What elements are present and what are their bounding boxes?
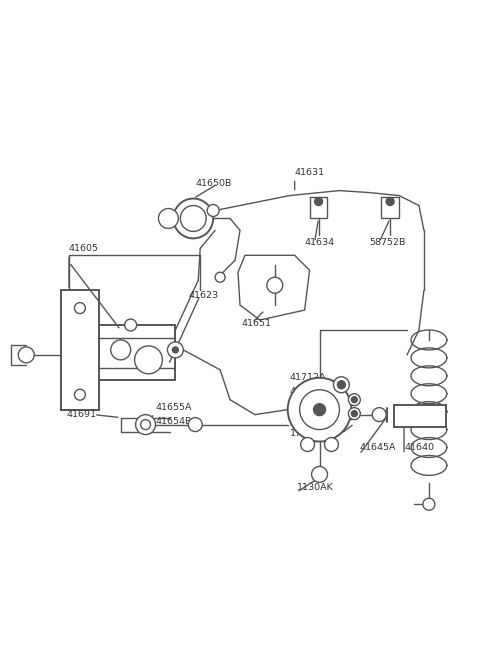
Circle shape: [351, 411, 357, 417]
Circle shape: [312, 466, 327, 482]
Circle shape: [18, 347, 34, 363]
Text: 41650B: 41650B: [195, 179, 232, 188]
Circle shape: [136, 415, 156, 434]
FancyBboxPatch shape: [394, 405, 446, 426]
Circle shape: [351, 397, 357, 403]
Circle shape: [215, 272, 225, 282]
FancyBboxPatch shape: [381, 196, 399, 219]
Text: 41691: 41691: [66, 410, 96, 419]
Circle shape: [386, 198, 394, 206]
Text: 41654B: 41654B: [156, 417, 192, 426]
FancyBboxPatch shape: [310, 196, 327, 219]
Circle shape: [168, 342, 183, 358]
Circle shape: [334, 377, 349, 393]
Text: 41640: 41640: [404, 443, 434, 452]
Polygon shape: [238, 255, 310, 320]
Text: A: A: [166, 214, 171, 223]
Circle shape: [134, 346, 162, 374]
Text: 1751GC: 1751GC: [290, 429, 327, 438]
Circle shape: [207, 204, 219, 216]
Circle shape: [300, 390, 339, 430]
Text: 41655A: 41655A: [156, 403, 192, 412]
Text: 41712A: 41712A: [290, 373, 326, 383]
Text: 41651: 41651: [242, 318, 272, 328]
Circle shape: [423, 498, 435, 510]
Circle shape: [337, 381, 346, 388]
Text: 41718A: 41718A: [290, 415, 326, 424]
Circle shape: [300, 438, 314, 451]
Circle shape: [314, 198, 323, 206]
Text: 41645A: 41645A: [360, 443, 396, 452]
Circle shape: [125, 319, 137, 331]
Text: 41631: 41631: [295, 168, 325, 177]
Circle shape: [313, 403, 325, 416]
Circle shape: [288, 378, 351, 441]
Circle shape: [324, 438, 338, 451]
Circle shape: [188, 418, 202, 432]
Circle shape: [173, 198, 213, 238]
Text: 41605: 41605: [69, 244, 99, 253]
Text: 41623: 41623: [188, 291, 218, 299]
Circle shape: [172, 347, 179, 353]
Circle shape: [180, 206, 206, 231]
Circle shape: [348, 394, 360, 405]
Text: 58752B: 58752B: [369, 238, 406, 247]
Text: 41718A: 41718A: [290, 387, 326, 396]
Text: A: A: [145, 355, 152, 365]
Circle shape: [141, 420, 151, 430]
Circle shape: [74, 389, 85, 400]
Circle shape: [158, 208, 179, 229]
Text: 1751GC: 1751GC: [290, 401, 327, 410]
FancyBboxPatch shape: [61, 290, 99, 409]
Text: 41634: 41634: [305, 238, 335, 247]
Circle shape: [267, 277, 283, 293]
Circle shape: [348, 407, 360, 420]
Circle shape: [372, 407, 386, 422]
Text: 1130AK: 1130AK: [297, 483, 334, 492]
Circle shape: [111, 340, 131, 360]
Circle shape: [74, 303, 85, 314]
